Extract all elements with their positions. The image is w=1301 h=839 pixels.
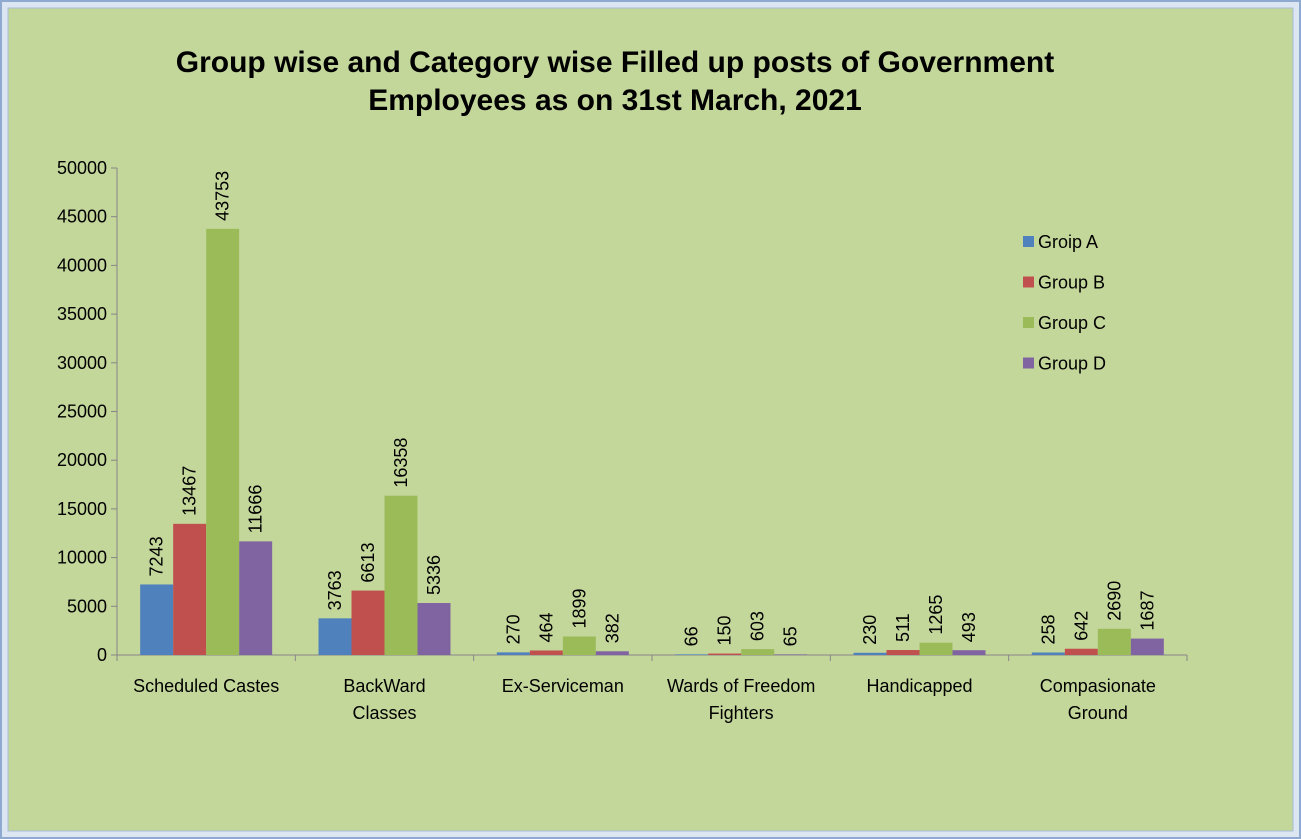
x-tick-label: Scheduled Castes xyxy=(133,676,279,696)
x-tick-label: BackWard Classes xyxy=(343,676,425,723)
value-label: 382 xyxy=(602,613,622,643)
value-label: 230 xyxy=(860,615,880,645)
bar xyxy=(351,590,385,655)
value-label: 13467 xyxy=(180,466,200,516)
x-tick-label: Wards of Freedom Fighters xyxy=(667,676,815,723)
value-label: 65 xyxy=(781,626,801,646)
value-label: 2690 xyxy=(1104,581,1124,621)
y-tick-label: 50000 xyxy=(57,158,107,178)
bar xyxy=(384,495,418,655)
value-label: 270 xyxy=(503,614,523,644)
bar xyxy=(595,651,629,655)
value-label: 43753 xyxy=(213,171,233,221)
chart-title: Group wise and Category wise Filled up p… xyxy=(176,46,1054,117)
bar xyxy=(853,652,887,655)
y-tick-label: 5000 xyxy=(67,596,107,616)
legend-label: Groip A xyxy=(1038,232,1098,252)
value-label: 511 xyxy=(893,613,913,642)
value-label: 1899 xyxy=(569,588,589,628)
value-label: 1265 xyxy=(926,595,946,635)
bar xyxy=(496,652,530,655)
value-label: 258 xyxy=(1038,614,1058,644)
y-tick-label: 30000 xyxy=(57,353,107,373)
bar xyxy=(919,642,953,655)
legend-swatch xyxy=(1023,317,1034,328)
bar xyxy=(1097,628,1131,655)
bar xyxy=(1130,638,1164,655)
y-tick-label: 20000 xyxy=(57,450,107,470)
x-tick-label: Handicapped xyxy=(866,676,972,696)
y-tick-label: 25000 xyxy=(57,402,107,422)
value-label: 11666 xyxy=(246,485,266,534)
legend-label: Group D xyxy=(1038,354,1106,374)
legend-swatch xyxy=(1023,357,1034,369)
legend-swatch xyxy=(1023,236,1034,247)
bar xyxy=(952,650,986,655)
y-tick-label: 35000 xyxy=(57,304,107,324)
bar xyxy=(708,653,742,655)
y-tick-label: 0 xyxy=(97,645,107,665)
bar xyxy=(417,603,451,655)
value-label: 1687 xyxy=(1137,591,1157,631)
bar xyxy=(886,650,920,655)
bar xyxy=(318,618,352,655)
value-label: 603 xyxy=(748,611,768,641)
y-tick-label: 10000 xyxy=(57,548,107,568)
y-tick-label: 40000 xyxy=(57,255,107,275)
value-label: 150 xyxy=(715,615,735,645)
legend-label: Group C xyxy=(1038,313,1106,333)
bar xyxy=(140,584,174,655)
y-tick-label: 45000 xyxy=(57,207,107,227)
bar xyxy=(774,654,808,655)
value-label: 642 xyxy=(1071,611,1091,641)
x-tick-label: Compasionate Ground xyxy=(1040,676,1156,723)
legend-label: Group B xyxy=(1038,273,1105,293)
value-label: 16358 xyxy=(391,438,411,488)
value-label: 5336 xyxy=(424,555,444,595)
bar xyxy=(1064,648,1098,655)
bar xyxy=(206,228,240,656)
x-tick-label: Ex-Serviceman xyxy=(502,676,624,696)
bar xyxy=(529,650,563,655)
bar xyxy=(239,541,273,655)
bar xyxy=(741,649,775,655)
bar xyxy=(562,636,596,655)
value-label: 7243 xyxy=(147,536,167,576)
bar xyxy=(675,654,709,655)
value-label: 6613 xyxy=(358,543,378,583)
y-tick-label: 15000 xyxy=(57,499,107,519)
bar xyxy=(1031,652,1065,655)
value-label: 66 xyxy=(682,626,702,646)
bar xyxy=(173,523,207,655)
value-label: 464 xyxy=(536,612,556,642)
value-label: 493 xyxy=(959,612,979,642)
value-label: 3763 xyxy=(325,570,345,610)
legend-swatch xyxy=(1023,276,1034,288)
